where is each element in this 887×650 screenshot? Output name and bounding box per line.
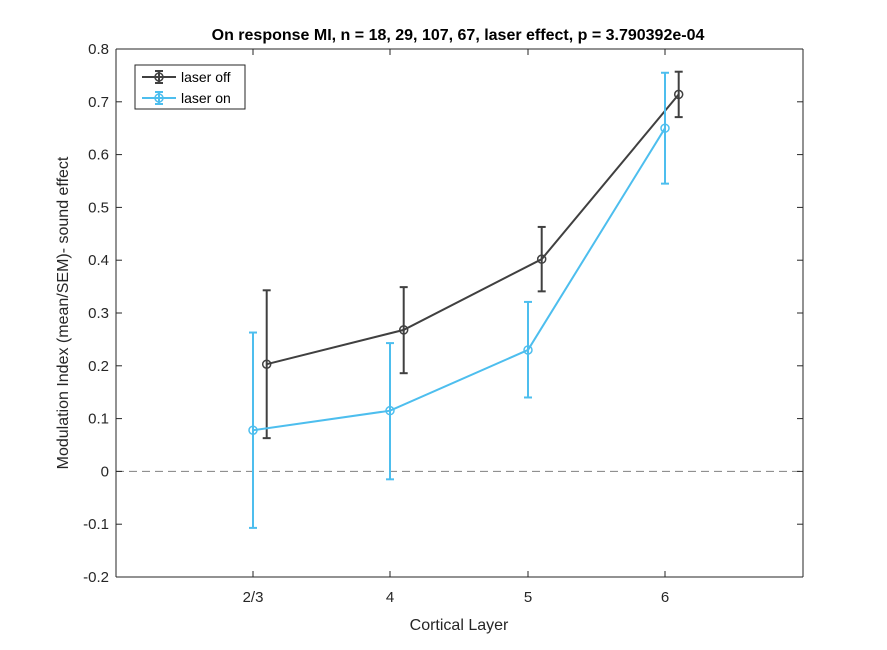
- x-tick-label: 2/3: [243, 589, 264, 606]
- series-line-laser-on: [252, 127, 666, 432]
- data-point: [385, 405, 395, 416]
- legend-entry-laser-off: laser off: [142, 69, 231, 85]
- legend-label-laser-on: laser on: [181, 90, 231, 106]
- y-tick-label: 0.5: [88, 199, 109, 216]
- legend-entry-laser-on: laser on: [142, 90, 231, 106]
- series-line-laser-off: [266, 93, 680, 366]
- legend: laser off laser on: [134, 64, 246, 110]
- data-point: [536, 254, 547, 264]
- y-tick-label: 0.3: [88, 305, 109, 322]
- y-tick-label: 0.1: [88, 411, 109, 428]
- y-tick-label: 0: [101, 463, 109, 480]
- data-point: [660, 123, 670, 133]
- data-point: [673, 89, 684, 100]
- x-tick-label: 5: [524, 589, 532, 606]
- y-tick-label: 0.4: [88, 252, 109, 269]
- y-tick-label: -0.1: [83, 516, 109, 533]
- y-tick-label: 0.8: [88, 41, 109, 58]
- y-axis-label: Modulation Index (mean/SEM)- sound effec…: [55, 156, 72, 469]
- series-laser-on: [248, 71, 670, 529]
- legend-box: [134, 64, 246, 110]
- x-axis-label: Cortical Layer: [410, 617, 509, 634]
- legend-label-laser-off: laser off: [181, 69, 231, 85]
- chart-title: On response MI, n = 18, 29, 107, 67, las…: [212, 27, 705, 44]
- legend-marker-laser-on: [154, 93, 164, 103]
- plot-area: [116, 49, 803, 577]
- data-point: [248, 425, 258, 435]
- x-tick-label: 4: [386, 589, 394, 606]
- y-tick-label: 0.2: [88, 358, 109, 375]
- series-laser-off: [261, 70, 684, 440]
- x-tick-label: 6: [661, 589, 669, 606]
- legend-marker-laser-off: [154, 72, 164, 82]
- data-point: [523, 345, 533, 355]
- data-point: [261, 359, 272, 369]
- y-tick-label: 0.6: [88, 147, 109, 164]
- y-tick-label: 0.7: [88, 94, 109, 111]
- y-tick-label: -0.2: [83, 569, 109, 586]
- data-point: [398, 325, 409, 335]
